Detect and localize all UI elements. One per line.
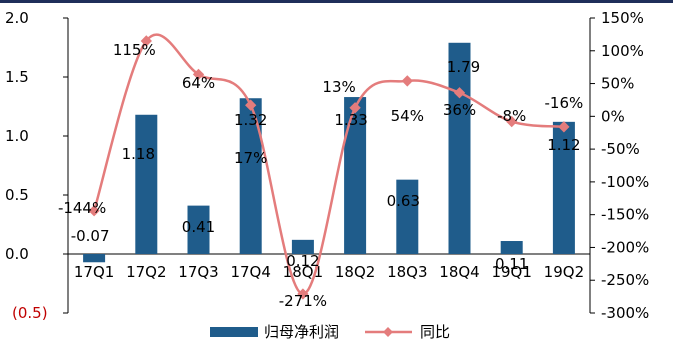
bars	[83, 42, 575, 263]
line-value-label: -144%	[58, 199, 106, 217]
x-tick-label: 18Q2	[335, 263, 375, 281]
bar	[291, 239, 314, 254]
data-labels: -0.07 1.18 0.41 1.32 0.12 1.33 0.63 1.79 0.11 1.1…	[58, 41, 583, 310]
line-value-label: 13%	[322, 78, 355, 96]
x-tick-label: 17Q4	[230, 263, 270, 281]
x-tick-label: 18Q4	[439, 263, 479, 281]
line-marker	[140, 35, 152, 47]
left-axis-tick-label: 1.0	[5, 127, 29, 145]
right-axis-tick-label: -150%	[601, 206, 649, 224]
line-value-label: 36%	[443, 101, 476, 119]
line-value-label: 115%	[113, 41, 156, 59]
right-axis-tick-label: 100%	[601, 42, 644, 60]
right-axis-tick-label: -300%	[601, 304, 649, 322]
line-value-label: -16%	[545, 94, 584, 112]
line-value-label: -8%	[497, 107, 526, 125]
legend-bar-label: 归母净利润	[264, 323, 339, 341]
bar	[83, 254, 106, 263]
bar-value-label: 1.12	[547, 136, 580, 154]
bar-value-label: -0.07	[71, 227, 110, 245]
bar-value-label: 0.12	[286, 252, 319, 270]
bar	[135, 114, 158, 254]
line-value-label: 54%	[391, 107, 424, 125]
x-tick-label: 17Q1	[74, 263, 114, 281]
x-tick-label: 18Q3	[387, 263, 427, 281]
legend-bar-swatch	[210, 327, 258, 337]
legend: 归母净利润 同比	[210, 323, 450, 341]
left-axis-tick-label: 0.0	[5, 245, 29, 263]
right-axis-tick-label: -100%	[601, 173, 649, 191]
legend-line-label: 同比	[420, 323, 450, 341]
header-rule	[0, 0, 673, 3]
left-axis-tick-label: 0.5	[5, 186, 29, 204]
right-axis-tick-label: -200%	[601, 238, 649, 256]
bar-value-label: 0.11	[495, 255, 528, 273]
x-tick-label: 17Q3	[178, 263, 218, 281]
x-tick-label: 19Q2	[544, 263, 584, 281]
bar-value-label: 0.41	[182, 218, 215, 236]
line-value-label: 17%	[234, 149, 267, 167]
right-axis-tick-label: 50%	[601, 75, 634, 93]
bar-value-label: 1.33	[334, 111, 367, 129]
right-axis-tick-label: 150%	[601, 9, 644, 27]
bar	[187, 205, 210, 254]
right-axis-tick-label: -50%	[601, 140, 640, 158]
bar	[239, 98, 262, 255]
x-tick-label: 19Q1	[491, 263, 531, 281]
line-marker	[401, 75, 413, 87]
left-axis-tick-label: 1.5	[5, 68, 29, 86]
bar	[552, 121, 575, 254]
axes: 2.0 1.5 1.0 0.5 0.0 (0.5) 150% 100% 50% 0% -50% -10…	[5, 9, 649, 322]
right-axis-tick-label: -250%	[601, 271, 649, 289]
bar-value-label: 0.63	[387, 192, 420, 210]
bar-value-label: 1.32	[234, 111, 267, 129]
bar-value-label: 1.18	[122, 145, 155, 163]
bar-value-label: 1.79	[447, 58, 480, 76]
growth-line-path	[92, 33, 565, 296]
bar	[396, 179, 419, 254]
left-axis-tick-label: (0.5)	[12, 304, 48, 322]
legend-line-marker	[383, 327, 393, 337]
right-axis-tick-label: 0%	[601, 107, 625, 125]
bar	[344, 97, 367, 254]
bar	[500, 241, 523, 254]
left-axis-tick-label: 2.0	[5, 9, 29, 27]
line-value-label: 64%	[182, 74, 215, 92]
line-value-label: -271%	[279, 292, 327, 310]
line-marker	[297, 288, 309, 300]
x-tick-label: 17Q2	[126, 263, 166, 281]
